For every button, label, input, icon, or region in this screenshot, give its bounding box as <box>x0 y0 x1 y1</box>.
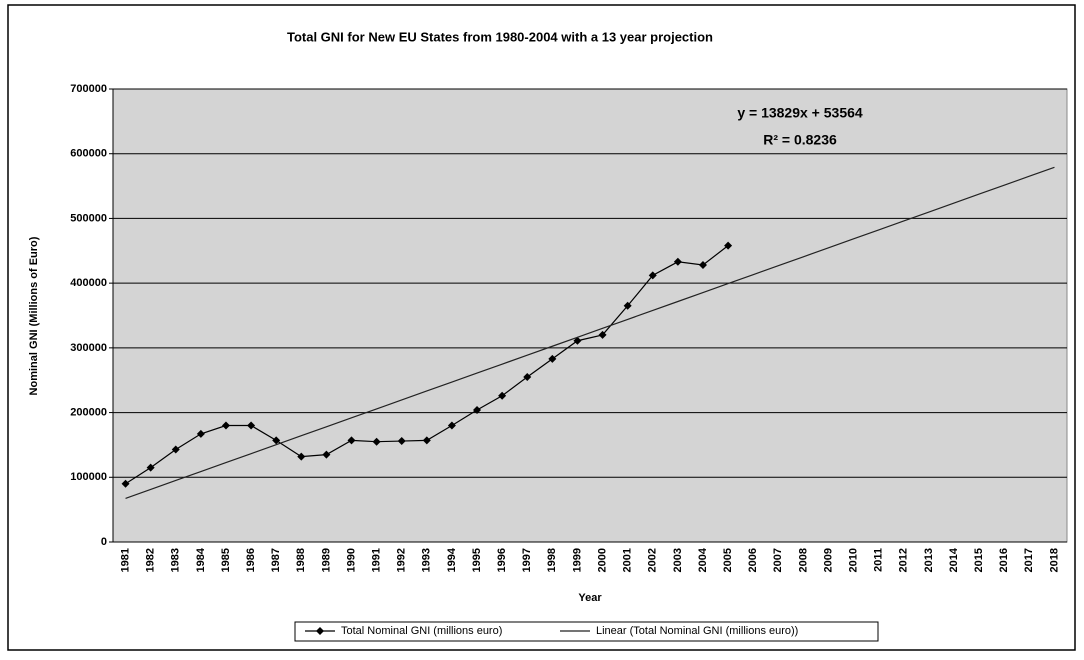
marker <box>598 330 607 339</box>
marker <box>673 257 682 266</box>
marker <box>372 437 381 446</box>
x-tick-label: 2011 <box>873 548 885 572</box>
x-tick-label: 1998 <box>546 548 558 572</box>
x-tick-label: 2007 <box>772 548 784 572</box>
marker <box>548 354 557 363</box>
x-tick-label: 2014 <box>948 547 960 572</box>
y-tick-label: 700000 <box>70 83 107 95</box>
x-tick-label: 2008 <box>797 548 809 572</box>
x-tick-label: 2003 <box>672 548 684 572</box>
chart-title: Total GNI for New EU States from 1980-20… <box>287 29 713 44</box>
marker <box>347 436 356 445</box>
x-tick-label: 2017 <box>1023 548 1035 572</box>
x-tick-label: 1991 <box>371 548 383 572</box>
x-tick-label: 1993 <box>421 548 433 572</box>
y-tick-label: 200000 <box>70 406 107 418</box>
x-tick-label: 1992 <box>396 548 408 572</box>
x-tick-label: 2015 <box>973 548 985 572</box>
x-tick-label: 2018 <box>1048 548 1060 572</box>
x-tick-label: 1987 <box>270 548 282 572</box>
marker <box>397 437 406 446</box>
marker <box>297 452 306 461</box>
legend-marker <box>316 627 324 635</box>
x-tick-label: 2002 <box>647 548 659 572</box>
x-tick-label: 2012 <box>898 548 910 572</box>
x-tick-label: 2001 <box>622 548 634 572</box>
x-tick-label: 1981 <box>119 548 131 572</box>
marker <box>573 336 582 345</box>
y-tick-label: 500000 <box>70 212 107 224</box>
x-tick-label: 2006 <box>747 548 759 572</box>
marker <box>247 421 256 430</box>
marker <box>498 391 507 400</box>
marker <box>698 261 707 270</box>
x-tick-label: 1983 <box>170 548 182 572</box>
x-tick-label: 1990 <box>345 548 357 572</box>
marker <box>473 405 482 414</box>
x-tick-label: 1994 <box>446 547 458 572</box>
marker <box>322 450 331 459</box>
x-tick-label: 1995 <box>471 548 483 572</box>
y-tick-label: 0 <box>101 536 107 548</box>
y-tick-label: 300000 <box>70 342 107 354</box>
marker <box>146 463 155 472</box>
x-tick-label: 1997 <box>521 548 533 572</box>
x-tick-label: 1986 <box>245 548 257 572</box>
x-tick-label: 1984 <box>195 547 207 572</box>
x-tick-label: 1989 <box>320 548 332 572</box>
x-tick-label: 1999 <box>571 548 583 572</box>
annotation: R² = 0.8236 <box>763 132 837 148</box>
marker <box>121 479 130 488</box>
x-axis-label: Year <box>578 592 602 604</box>
marker <box>648 271 657 280</box>
y-tick-label: 600000 <box>70 148 107 160</box>
line <box>125 166 1055 499</box>
y-tick-label: 100000 <box>70 471 107 483</box>
marker <box>221 421 230 430</box>
legend-label: Linear (Total Nominal GNI (millions euro… <box>596 625 798 637</box>
x-tick-label: 2000 <box>596 548 608 572</box>
plot-area <box>112 88 1068 543</box>
x-tick-label: 1985 <box>220 548 232 572</box>
y-tick-label: 400000 <box>70 277 107 289</box>
marker <box>447 421 456 430</box>
marker <box>623 301 632 310</box>
x-tick-label: 2009 <box>822 548 834 572</box>
x-tick-label: 2004 <box>697 547 709 572</box>
x-tick-label: 2013 <box>923 548 935 572</box>
x-tick-label: 2010 <box>848 548 860 572</box>
marker <box>523 372 532 381</box>
y-axis-label: Nominal GNI (Millions of Euro) <box>28 236 40 395</box>
marker <box>272 436 281 445</box>
x-tick-label: 2005 <box>722 548 734 572</box>
marker <box>171 445 180 454</box>
annotation: y = 13829x + 53564 <box>737 105 863 121</box>
marker <box>422 436 431 445</box>
legend-label: Total Nominal GNI (millions euro) <box>341 625 502 637</box>
x-tick-label: 1988 <box>295 548 307 572</box>
x-tick-label: 1996 <box>496 548 508 572</box>
x-tick-label: 2016 <box>998 548 1010 572</box>
marker <box>724 241 733 250</box>
x-tick-label: 1982 <box>145 548 157 572</box>
marker <box>196 429 205 438</box>
